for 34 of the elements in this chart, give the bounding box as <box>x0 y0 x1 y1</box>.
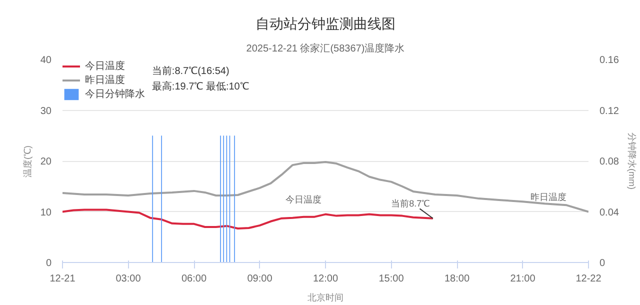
y2-tick-label: 0.08 <box>600 156 620 168</box>
x-tick-label: 09:00 <box>247 274 273 284</box>
annotation: 今日温度 <box>286 194 322 204</box>
line-series <box>62 161 588 213</box>
x-tick-label: 12:00 <box>312 274 338 284</box>
legend-label: 今日分钟降水 <box>85 88 145 101</box>
y-tick-label: 0 <box>46 258 52 269</box>
x-tick-label: 12-21 <box>50 274 76 284</box>
chart-subtitle: 2025-12-21 徐家汇(58367)温度降水 <box>246 42 405 54</box>
chart-title: 自动站分钟监测曲线图 <box>256 16 396 32</box>
y2-tick-label: 0 <box>600 258 606 269</box>
legend-label: 昨日温度 <box>85 74 125 87</box>
x-axis-title: 北京时间 <box>308 292 344 302</box>
y-tick-label: 10 <box>40 207 52 218</box>
x-tick-label: 12-22 <box>576 274 602 284</box>
annotation: 昨日温度 <box>530 192 566 202</box>
x-tick-label: 18:00 <box>444 274 470 284</box>
y2-tick-label: 0.12 <box>600 106 620 117</box>
line-series <box>62 208 434 230</box>
x-tick-label: 21:00 <box>510 274 536 284</box>
x-tick-label: 15:00 <box>378 274 404 284</box>
y-tick-label: 40 <box>40 55 52 66</box>
legend-label: 今日温度 <box>85 60 125 73</box>
y-axis-title: 温度(℃) <box>22 145 32 178</box>
y2-tick-label: 0.16 <box>600 55 620 66</box>
annotation: 最高:19.7℃ 最低:10℃ <box>152 80 249 92</box>
y2-axis-title: 分钟降水(mm) <box>626 132 637 190</box>
x-tick-label: 03:00 <box>116 274 142 284</box>
x-tick-label: 06:00 <box>181 274 207 284</box>
y-tick-label: 20 <box>40 156 52 168</box>
y2-tick-label: 0.04 <box>600 207 620 218</box>
annotation: 当前:8.7℃(16:54) <box>152 65 230 78</box>
annotation: 当前8.7℃ <box>391 198 430 208</box>
y-tick-label: 30 <box>40 106 52 117</box>
